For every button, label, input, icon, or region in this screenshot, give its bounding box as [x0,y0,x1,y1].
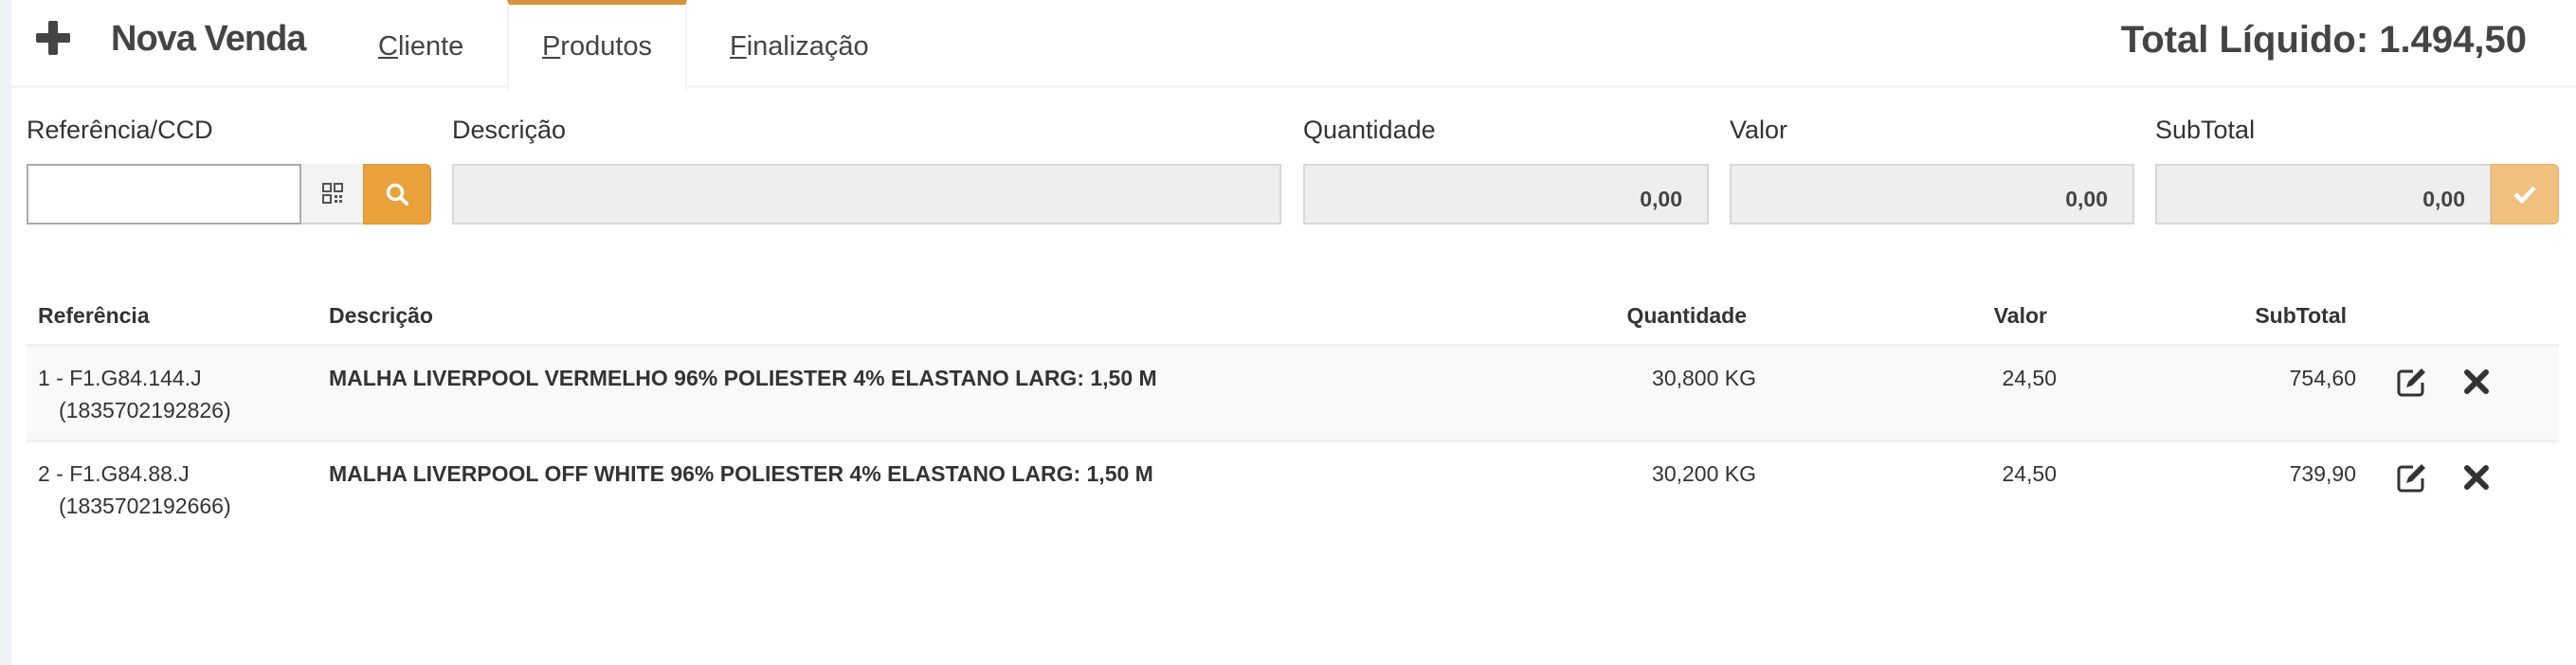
delete-icon[interactable] [2460,366,2493,398]
valor-input[interactable]: 0,00 [1730,164,2134,225]
ref-cell: 2 - F1.G84.88.J (1835702192666) [38,458,231,522]
subtotal-label: SubTotal [2155,116,2256,144]
table-row: 2 - F1.G84.88.J (1835702192666) MALHA LIV… [27,440,2559,535]
check-icon [2513,186,2536,205]
col-descricao: Descrição [329,303,433,328]
barcode-text: (1835702192666) [59,494,231,518]
edit-icon[interactable] [2396,366,2428,398]
col-quantidade: Quantidade [1626,303,1747,328]
col-subtotal: SubTotal [2255,303,2347,328]
header: Nova Venda Cliente Produtos Finalização … [11,0,2576,90]
tab-finalizacao[interactable]: Finalização [730,0,869,90]
valor-cell: 24,50 [2002,461,2057,486]
desc-input[interactable] [452,164,1281,225]
search-icon [386,183,408,206]
subtotal-input[interactable]: 0,00 [2155,164,2492,225]
ref-text: 2 - F1.G84.88.J [38,461,190,486]
table-row: 1 - F1.G84.144.J (1835702192826) MALHA LI… [27,344,2559,440]
desc-cell: MALHA LIVERPOOL VERMELHO 96% POLIESTER 4… [329,366,1157,390]
tab-label: liente [397,31,464,62]
tab-label: rodutos [560,31,653,62]
qty-input[interactable]: 0,00 [1303,164,1709,225]
confirm-button[interactable] [2491,164,2559,225]
subtotal-cell: 754,60 [2289,366,2356,390]
col-valor: Valor [1993,303,2047,328]
tab-key: F [730,31,747,62]
valor-cell: 24,50 [2002,366,2057,390]
desc-cell: MALHA LIVERPOOL OFF WHITE 96% POLIESTER … [329,461,1153,486]
tab-produtos[interactable]: Produtos [507,0,687,90]
tab-cliente[interactable]: Cliente [378,0,463,90]
qty-label: Quantidade [1303,116,1436,144]
ref-cell: 1 - F1.G84.144.J (1835702192826) [38,362,231,426]
page-title: Nova Venda [111,19,306,59]
total-liquido: Total Líquido: 1.494,50 [2120,19,2527,61]
subtotal-cell: 739,90 [2289,461,2356,486]
desc-label: Descrição [452,116,567,144]
qty-cell: 30,200 KG [1652,461,1756,486]
qr-code-icon [321,183,343,204]
search-button[interactable] [363,164,431,225]
qr-code-button[interactable] [301,164,363,225]
left-edge [0,0,11,665]
barcode-text: (1835702192826) [59,398,231,422]
ref-label: Referência/CCD [27,116,213,144]
plus-icon [36,21,70,55]
delete-icon[interactable] [2460,461,2493,494]
qty-cell: 30,800 KG [1652,366,1756,390]
tab-key: C [378,31,398,62]
edit-icon[interactable] [2396,461,2428,494]
ref-text: 1 - F1.G84.144.J [38,366,202,390]
col-referencia: Referência [38,303,150,328]
tab-key: P [541,31,561,62]
tab-label: inalização [746,31,869,62]
ref-input[interactable] [27,164,301,225]
valor-label: Valor [1730,116,1788,144]
